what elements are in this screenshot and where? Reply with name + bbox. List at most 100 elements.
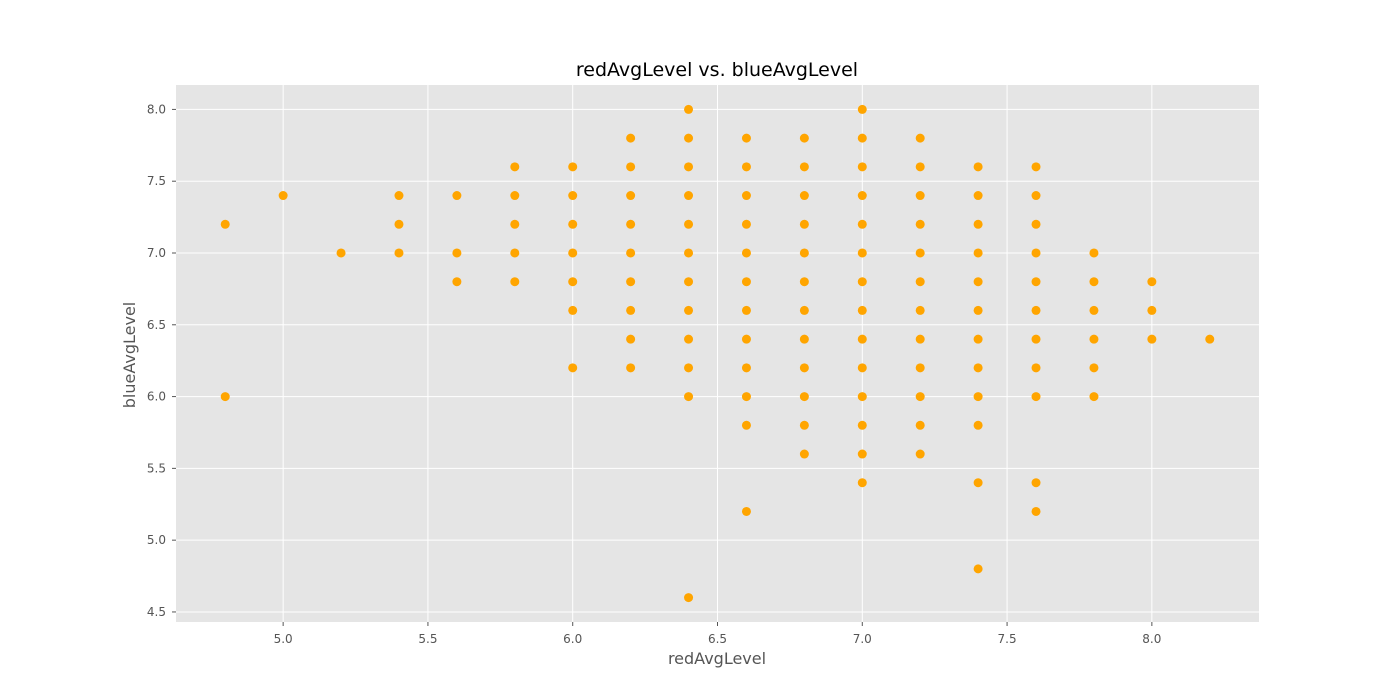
data-point <box>1031 363 1041 373</box>
data-point <box>1205 334 1215 344</box>
data-point <box>1089 305 1099 315</box>
x-tick-label: 7.0 <box>853 632 872 646</box>
data-point <box>626 277 636 287</box>
y-tick-label: 6.0 <box>147 390 166 404</box>
data-point <box>857 449 867 459</box>
data-point <box>857 219 867 229</box>
data-point <box>684 593 694 603</box>
data-point <box>626 191 636 201</box>
y-tick-label: 7.0 <box>147 246 166 260</box>
data-point <box>741 420 751 430</box>
data-point <box>336 248 346 258</box>
data-point <box>799 420 809 430</box>
data-point <box>568 191 578 201</box>
data-point <box>857 277 867 287</box>
y-tick-label: 6.5 <box>147 318 166 332</box>
data-point <box>915 133 925 143</box>
data-point <box>915 363 925 373</box>
data-point <box>510 277 520 287</box>
data-point <box>1031 334 1041 344</box>
chart-title: redAvgLevel vs. blueAvgLevel <box>576 59 858 81</box>
data-point <box>973 392 983 402</box>
data-point <box>973 162 983 172</box>
data-point <box>857 305 867 315</box>
data-point <box>684 162 694 172</box>
data-point <box>799 277 809 287</box>
data-point <box>741 305 751 315</box>
data-point <box>973 248 983 258</box>
data-point <box>1089 248 1099 258</box>
data-point <box>684 104 694 114</box>
y-axis-ticks: 4.5 5.0 5.5 6.0 6.5 7.0 7.5 8.0 <box>147 102 176 619</box>
y-tick-label: 8.0 <box>147 102 166 116</box>
x-tick-label: 8.0 <box>1142 632 1161 646</box>
data-point <box>1031 478 1041 488</box>
data-point <box>1147 277 1157 287</box>
data-point <box>915 248 925 258</box>
data-point <box>452 191 462 201</box>
data-point <box>220 392 230 402</box>
data-point <box>1089 363 1099 373</box>
data-point <box>278 191 288 201</box>
data-point <box>510 248 520 258</box>
data-point <box>973 363 983 373</box>
data-point <box>799 191 809 201</box>
data-point <box>973 420 983 430</box>
data-point <box>857 478 867 488</box>
data-point <box>741 506 751 516</box>
data-point <box>684 133 694 143</box>
data-point <box>684 191 694 201</box>
data-point <box>1031 219 1041 229</box>
data-point <box>799 363 809 373</box>
data-point <box>568 305 578 315</box>
data-point <box>799 133 809 143</box>
data-point <box>741 219 751 229</box>
data-point <box>1031 191 1041 201</box>
data-point <box>452 277 462 287</box>
data-point <box>973 219 983 229</box>
data-point <box>1147 305 1157 315</box>
data-point <box>1031 248 1041 258</box>
data-point <box>857 133 867 143</box>
y-tick-label: 5.5 <box>147 461 166 475</box>
x-tick-label: 5.5 <box>418 632 437 646</box>
data-point <box>915 420 925 430</box>
data-point <box>568 248 578 258</box>
data-point <box>973 564 983 574</box>
data-point <box>394 191 404 201</box>
data-point <box>857 104 867 114</box>
y-tick-label: 7.5 <box>147 174 166 188</box>
data-point <box>741 392 751 402</box>
data-point <box>915 449 925 459</box>
data-point <box>741 162 751 172</box>
data-point <box>741 248 751 258</box>
data-point <box>741 191 751 201</box>
data-point <box>568 277 578 287</box>
data-point <box>1031 305 1041 315</box>
data-point <box>684 305 694 315</box>
data-point <box>510 162 520 172</box>
data-point <box>220 219 230 229</box>
data-point <box>510 219 520 229</box>
data-point <box>684 392 694 402</box>
data-point <box>799 449 809 459</box>
data-point <box>973 334 983 344</box>
x-tick-label: 7.5 <box>998 632 1017 646</box>
data-point <box>568 162 578 172</box>
y-tick-label: 4.5 <box>147 605 166 619</box>
data-point <box>626 162 636 172</box>
data-point <box>1089 277 1099 287</box>
data-point <box>684 219 694 229</box>
data-point <box>857 162 867 172</box>
data-point <box>799 392 809 402</box>
data-point <box>799 248 809 258</box>
data-point <box>857 334 867 344</box>
x-axis-ticks: 5.0 5.5 6.0 6.5 7.0 7.5 8.0 <box>274 622 1161 646</box>
data-point <box>684 248 694 258</box>
data-point <box>799 334 809 344</box>
data-point <box>799 219 809 229</box>
data-point <box>741 277 751 287</box>
data-point <box>799 305 809 315</box>
data-point <box>915 162 925 172</box>
data-point <box>626 133 636 143</box>
